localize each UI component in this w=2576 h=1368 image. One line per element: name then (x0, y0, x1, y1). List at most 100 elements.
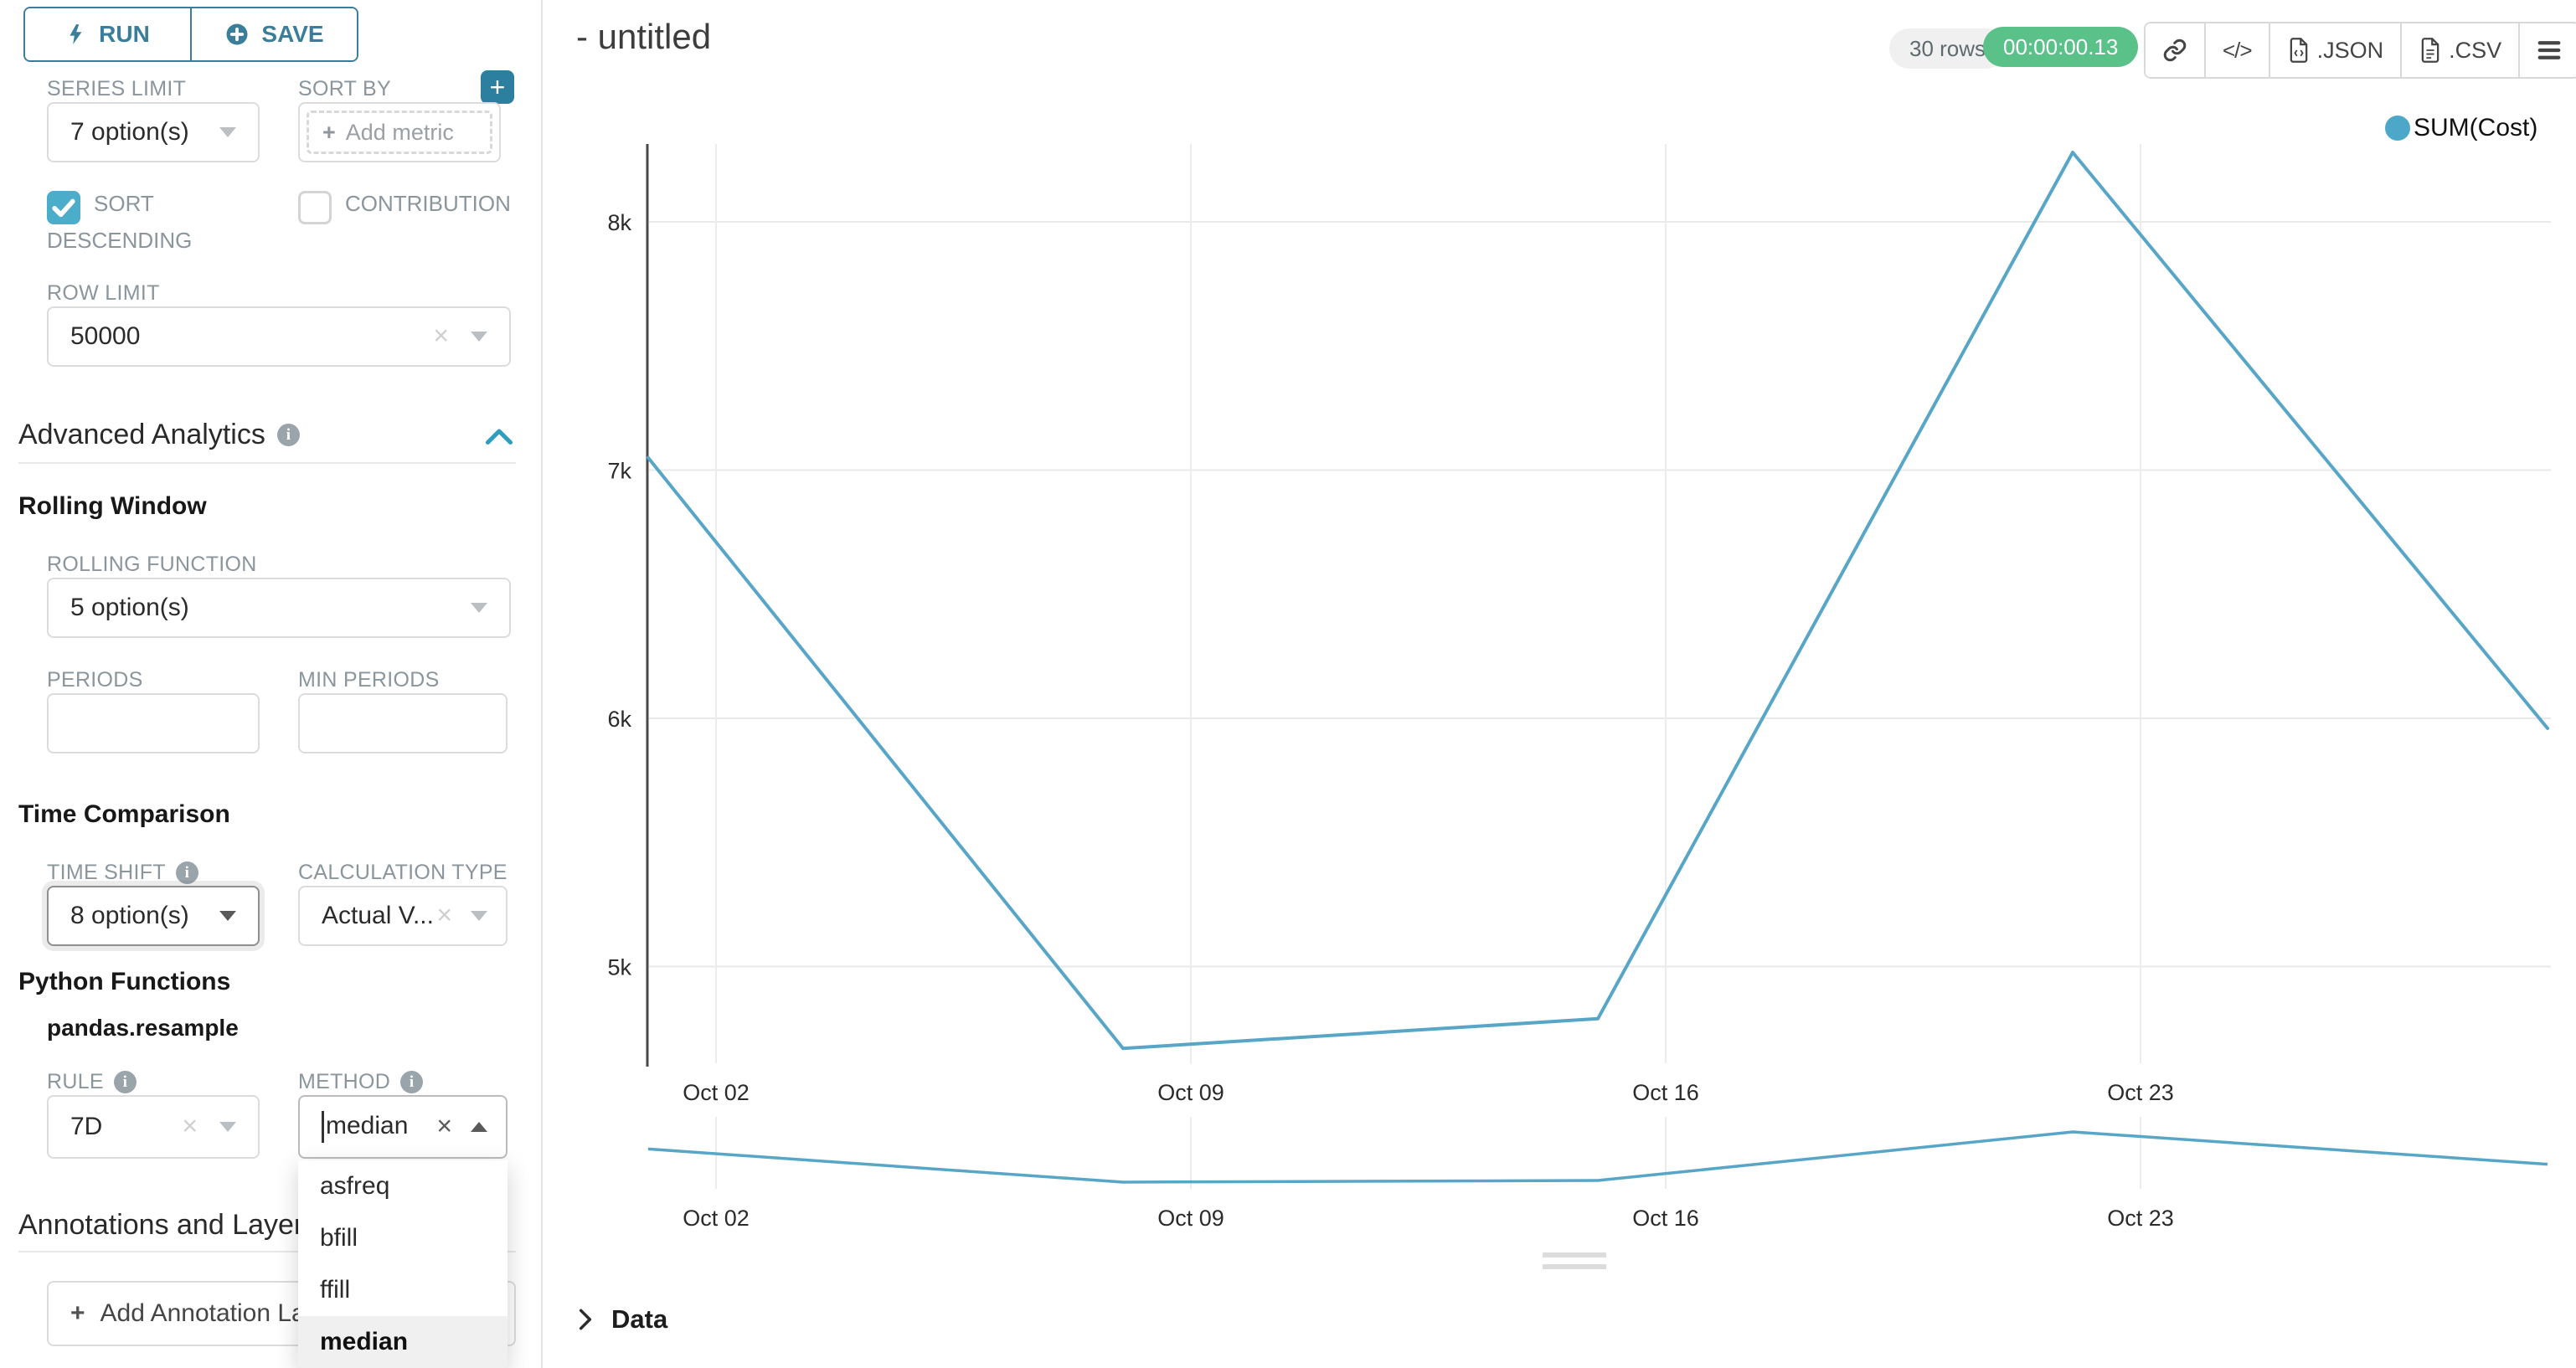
method-value: median (326, 1111, 409, 1139)
chevron-up-icon[interactable] (484, 425, 514, 447)
annotations-title: Annotations and Layers (18, 1209, 318, 1241)
sort-by-metric-box[interactable]: + Add metric (298, 102, 501, 162)
rolling-function-value: 5 option(s) (70, 594, 189, 621)
series-limit-select[interactable]: 7 option(s) (47, 102, 260, 162)
y-axis-tick-label: 5k (607, 955, 631, 980)
rolling-window-title: Rolling Window (18, 492, 207, 520)
calculation-type-label: CALCULATION TYPE (298, 861, 507, 884)
embed-code-button[interactable]: </> (2206, 23, 2270, 77)
periods-label: PERIODS (47, 668, 143, 692)
info-icon[interactable]: i (175, 861, 198, 884)
run-save-button-group: RUN SAVE (23, 7, 358, 62)
min-periods-input[interactable] (298, 693, 507, 753)
chevron-down-icon (471, 603, 487, 613)
panel-resize-handle[interactable] (1543, 1252, 1606, 1257)
periods-input[interactable] (47, 693, 260, 753)
mini-x-axis-tick-label: Oct 09 (1157, 1206, 1224, 1231)
rule-label-row: RULE i (47, 1070, 137, 1094)
time-shift-label-row: TIME SHIFT i (47, 861, 198, 885)
time-comparison-title: Time Comparison (18, 800, 230, 828)
chevron-down-icon (219, 1122, 236, 1132)
file-csv-icon (2421, 38, 2439, 63)
y-axis-tick-label: 6k (607, 707, 631, 732)
plus-icon: + (70, 1299, 85, 1327)
row-limit-label: ROW LIMIT (47, 281, 160, 305)
control-panel: RUN SAVE SERIES LIMIT SORT BY + 7 option… (0, 0, 543, 1368)
run-button[interactable]: RUN (25, 8, 192, 60)
info-icon[interactable]: i (113, 1071, 137, 1093)
export-json-button[interactable]: .JSON (2269, 23, 2403, 77)
menu-item-ffill[interactable]: ffill (320, 1276, 351, 1304)
panel-resize-handle[interactable] (1543, 1264, 1606, 1269)
run-button-label: RUN (99, 21, 150, 47)
section-divider (18, 1251, 516, 1252)
row-limit-select[interactable]: 50000 × (47, 306, 511, 367)
advanced-analytics-header[interactable]: Advanced Analytics i (18, 419, 300, 451)
chevron-up-icon (471, 1122, 487, 1132)
x-axis-tick-label: Oct 02 (683, 1080, 750, 1105)
data-panel-title: Data (611, 1304, 668, 1334)
menu-item-bfill[interactable]: bfill (320, 1224, 358, 1252)
menu-item-median[interactable]: median (298, 1316, 507, 1368)
legend-series-dot-icon (2385, 116, 2410, 141)
x-axis-tick-label: Oct 16 (1632, 1080, 1699, 1105)
x-axis-tick-label: Oct 23 (2107, 1080, 2174, 1105)
export-csv-label: .CSV (2449, 37, 2502, 63)
checkbox-checked-icon[interactable] (47, 190, 80, 224)
rolling-function-label: ROLLING FUNCTION (47, 553, 257, 576)
data-panel-toggle[interactable]: Data (574, 1304, 667, 1335)
sort-descending-control[interactable]: SORT DESCENDING (47, 188, 256, 256)
info-icon[interactable]: i (400, 1071, 424, 1093)
method-combobox[interactable]: median × (298, 1095, 507, 1159)
add-metric-dropzone[interactable]: + Add metric (307, 111, 492, 154)
export-json-label: .JSON (2316, 37, 2384, 63)
min-periods-label: MIN PERIODS (298, 668, 440, 692)
clear-icon[interactable]: × (436, 899, 452, 930)
chevron-down-icon (219, 127, 236, 137)
plus-icon: + (322, 119, 336, 145)
menu-item-asfreq[interactable]: asfreq (320, 1172, 390, 1200)
method-label-row: METHOD i (298, 1070, 424, 1094)
advanced-analytics-title: Advanced Analytics (18, 419, 265, 450)
copy-link-button[interactable] (2146, 23, 2206, 77)
time-shift-value: 8 option(s) (70, 902, 189, 929)
menu-icon (2537, 41, 2561, 59)
series-limit-label: SERIES LIMIT (47, 77, 187, 100)
time-shift-select[interactable]: 8 option(s) (47, 886, 260, 946)
code-icon: </> (2223, 37, 2253, 63)
checkbox-unchecked-icon[interactable] (298, 190, 332, 224)
save-button[interactable]: SAVE (192, 8, 357, 60)
clear-icon[interactable]: × (182, 1110, 198, 1141)
rolling-function-select[interactable]: 5 option(s) (47, 578, 511, 638)
query-timer-badge: 00:00:00.13 (1983, 27, 2139, 67)
mini-x-axis-tick-label: Oct 02 (683, 1206, 750, 1231)
python-functions-title: Python Functions (18, 968, 231, 995)
mini-x-axis-tick-label: Oct 23 (2107, 1206, 2174, 1231)
text-cursor (322, 1111, 324, 1143)
rule-label: RULE (47, 1070, 104, 1093)
clear-icon[interactable]: × (433, 320, 449, 351)
calculation-type-select[interactable]: Actual V... × (298, 886, 507, 946)
legend-item[interactable]: SUM(Cost) (2385, 114, 2537, 142)
method-label: METHOD (298, 1070, 391, 1093)
contribution-control[interactable]: CONTRIBUTION (298, 188, 549, 224)
chevron-down-icon (471, 911, 487, 921)
contribution-label: CONTRIBUTION (345, 191, 511, 216)
chart-title[interactable]: - untitled (576, 17, 712, 56)
time-shift-label: TIME SHIFT (47, 861, 166, 884)
add-sort-metric-plus-icon[interactable]: + (481, 70, 514, 104)
row-limit-value: 50000 (70, 322, 141, 350)
info-icon[interactable]: i (276, 424, 300, 446)
chevron-down-icon (471, 332, 487, 342)
more-menu-button[interactable] (2520, 23, 2576, 77)
rule-value: 7D (70, 1113, 103, 1140)
calculation-type-value: Actual V... (322, 902, 434, 929)
clear-icon[interactable]: × (436, 1110, 452, 1141)
export-csv-button[interactable]: .CSV (2402, 23, 2521, 77)
bolt-icon (70, 24, 82, 44)
chevron-down-icon (219, 911, 236, 921)
rule-select[interactable]: 7D × (47, 1095, 260, 1159)
plus-circle-icon (226, 23, 248, 45)
